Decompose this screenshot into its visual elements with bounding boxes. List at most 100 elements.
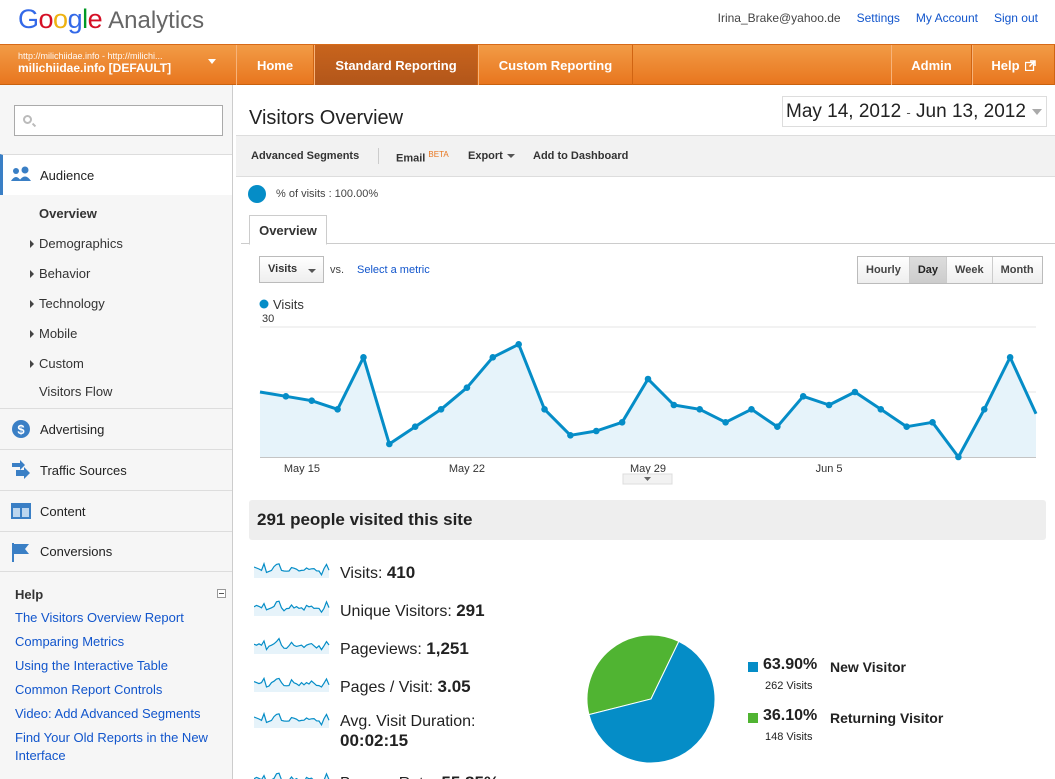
- metric-value: 00:02:15: [340, 731, 409, 750]
- data-point: [437, 406, 445, 413]
- data-point: [851, 388, 859, 396]
- sparkline-area: [254, 563, 329, 578]
- x-tick-label: Jun 5: [816, 463, 843, 475]
- select-metric-link[interactable]: Select a metric: [357, 264, 430, 276]
- sidebar-item-behavior[interactable]: Behavior: [30, 266, 90, 281]
- nav-custom-reporting[interactable]: Custom Reporting: [478, 45, 633, 85]
- metric-text: Bounce Rate: 55.85%: [340, 773, 499, 779]
- help-link[interactable]: Video: Add Advanced Segments: [15, 706, 201, 721]
- metric-value: 291: [456, 601, 485, 620]
- sidebar-item-technology[interactable]: Technology: [30, 296, 105, 311]
- sidebar: Audience Overview Demographics Behavior …: [0, 85, 233, 779]
- email-label: Email: [396, 152, 426, 165]
- page-title: Visitors Overview: [249, 107, 404, 129]
- sidebar-section-advertising[interactable]: $ Advertising: [0, 408, 232, 449]
- data-point: [592, 427, 600, 435]
- data-point: [955, 453, 962, 461]
- nav-admin[interactable]: Admin: [891, 45, 972, 85]
- settings-link[interactable]: Settings: [856, 11, 900, 25]
- week-button[interactable]: Week: [947, 257, 993, 283]
- flag-icon: [12, 542, 29, 562]
- divider: [378, 148, 379, 164]
- month-button[interactable]: Month: [992, 257, 1042, 283]
- sidebar-item-mobile[interactable]: Mobile: [30, 326, 77, 341]
- nav-standard-reporting[interactable]: Standard Reporting: [314, 45, 478, 85]
- hourly-button[interactable]: Hourly: [858, 257, 910, 283]
- help-link[interactable]: Find Your Old Reports in the New Interfa…: [15, 730, 208, 763]
- sidebar-item-label: Demographics: [39, 236, 123, 251]
- chevron-down-icon: [506, 154, 515, 159]
- pie-slice-returning-visitor[interactable]: [586, 634, 680, 716]
- sign-out-link[interactable]: Sign out: [993, 11, 1038, 25]
- metric-label: Unique Visitors:: [340, 603, 452, 620]
- sidebar-item-overview[interactable]: Overview: [39, 206, 97, 221]
- sidebar-section-audience[interactable]: Audience: [0, 154, 232, 195]
- sparkline: [254, 637, 330, 654]
- data-point: [411, 423, 419, 430]
- metric-label: Pageviews:: [340, 641, 422, 658]
- search-box[interactable]: [14, 105, 223, 136]
- nav-home[interactable]: Home: [236, 45, 314, 85]
- sidebar-item-demographics[interactable]: Demographics: [30, 236, 123, 251]
- data-point: [980, 406, 988, 413]
- data-point: [799, 393, 807, 400]
- arrows-icon: [12, 460, 30, 479]
- returning-visitor-visits: 148 Visits: [765, 731, 813, 743]
- sparkline: [254, 772, 330, 779]
- data-point: [618, 419, 626, 426]
- search-input[interactable]: [37, 110, 217, 132]
- day-button[interactable]: Day: [909, 257, 948, 283]
- google-analytics-logo[interactable]: Google Analytics: [18, 4, 205, 34]
- help-link[interactable]: Using the Interactive Table: [15, 658, 168, 673]
- vs-label: vs.: [330, 264, 345, 276]
- data-point: [334, 406, 341, 413]
- date-separator: -: [906, 105, 911, 120]
- help-link[interactable]: Comparing Metrics: [15, 634, 125, 649]
- sparkline-line: [254, 600, 330, 614]
- sidebar-item-custom[interactable]: Custom: [30, 356, 84, 371]
- data-point: [515, 341, 522, 348]
- metric-value: 55.85%: [441, 773, 499, 779]
- new-visitor-label: New Visitor: [830, 659, 906, 675]
- chevron-down-icon: [644, 477, 651, 481]
- new-visitor-pct: 63.90%: [763, 656, 818, 673]
- pie-slice-new-visitor[interactable]: [588, 640, 716, 764]
- caret-right-icon: [30, 270, 34, 278]
- help-link[interactable]: The Visitors Overview Report: [15, 610, 184, 625]
- chevron-down-icon: [308, 269, 316, 273]
- help-link[interactable]: Common Report Controls: [15, 682, 163, 697]
- x-tick-label: May 29: [630, 463, 666, 475]
- main-content: Visitors Overview May 14, 2012 - Jun 13,…: [236, 85, 1055, 779]
- sparkline: [254, 600, 330, 616]
- nav-help[interactable]: Help: [972, 45, 1055, 85]
- metric-selector[interactable]: Visits: [259, 256, 324, 283]
- date-range-picker[interactable]: May 14, 2012 - Jun 13, 2012: [782, 96, 1047, 127]
- collapse-icon[interactable]: [217, 589, 226, 598]
- account-selector[interactable]: http://milichiidae.info - http://milichi…: [0, 45, 236, 85]
- sidebar-item-label: Mobile: [39, 326, 78, 341]
- x-tick-label: May 15: [284, 463, 320, 475]
- sidebar-section-traffic-sources[interactable]: Traffic Sources: [0, 449, 232, 490]
- sidebar-section-label: Audience: [40, 167, 95, 183]
- metric-label: Bounce Rate:: [340, 775, 437, 779]
- my-account-link[interactable]: My Account: [915, 11, 978, 25]
- metric-label: Pages / Visit:: [340, 679, 434, 696]
- metric-selector-label: Visits: [268, 263, 298, 275]
- visitor-type-pie: [586, 634, 716, 764]
- sidebar-section-conversions[interactable]: Conversions: [0, 531, 232, 572]
- email-button[interactable]: Email BETA: [396, 150, 449, 165]
- sidebar-section-content[interactable]: Content: [0, 490, 232, 531]
- sidebar-section-label: Conversions: [40, 544, 113, 559]
- export-button[interactable]: Export: [468, 150, 515, 162]
- segment-indicator: % of visits : 100.00%: [248, 185, 378, 203]
- sidebar-item-visitors-flow[interactable]: Visitors Flow: [39, 384, 113, 399]
- data-point: [722, 419, 729, 426]
- add-to-dashboard-button[interactable]: Add to Dashboard: [533, 150, 629, 162]
- nav-help-label: Help: [991, 57, 1020, 73]
- metric-text: Pageviews: 1,251: [340, 639, 469, 659]
- advanced-segments-button[interactable]: Advanced Segments: [251, 150, 360, 162]
- sidebar-section-label: Content: [40, 503, 86, 519]
- sparkline-line: [254, 637, 330, 651]
- tab-overview[interactable]: Overview: [249, 215, 327, 245]
- user-email: Irina_Brake@yahoo.de: [717, 11, 841, 25]
